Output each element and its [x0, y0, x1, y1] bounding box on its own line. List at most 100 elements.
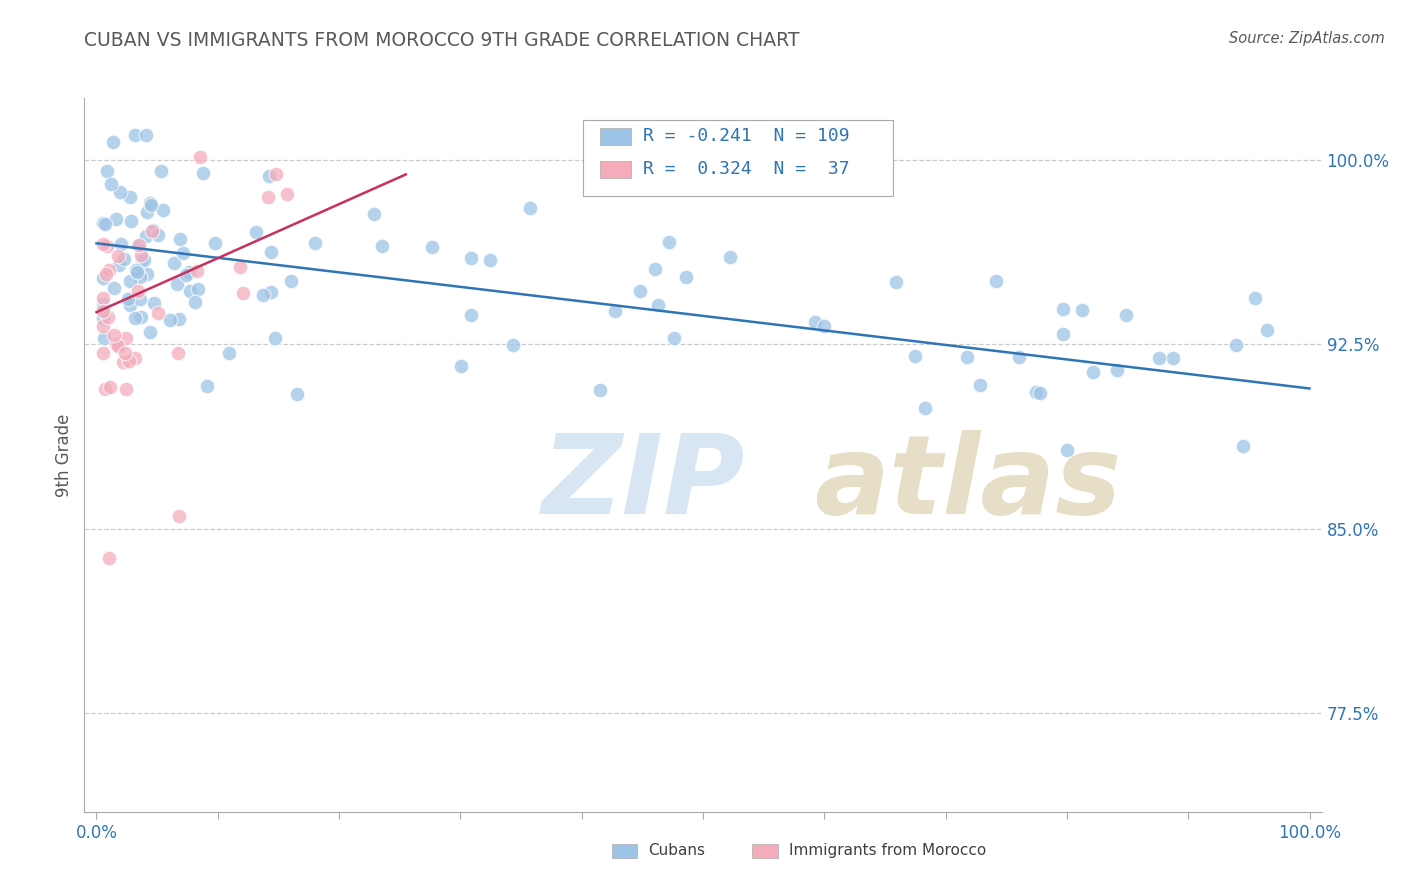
Point — [628, 285, 651, 299]
Point — [675, 270, 697, 285]
Point — [884, 275, 907, 289]
Point — [149, 164, 172, 178]
Text: R =  0.324  N =  37: R = 0.324 N = 37 — [643, 160, 849, 178]
Point — [107, 338, 129, 352]
Point — [111, 355, 134, 369]
Point — [131, 248, 153, 262]
Point — [260, 245, 283, 260]
Point — [107, 249, 129, 263]
Point — [589, 383, 612, 397]
Point — [101, 135, 124, 149]
Point — [605, 304, 627, 318]
Point — [167, 312, 190, 326]
Point — [163, 256, 186, 270]
Point — [1029, 386, 1052, 401]
Text: CUBAN VS IMMIGRANTS FROM MOROCCO 9TH GRADE CORRELATION CHART: CUBAN VS IMMIGRANTS FROM MOROCCO 9TH GRA… — [84, 31, 800, 50]
Text: atlas: atlas — [814, 430, 1122, 537]
Point — [266, 167, 288, 181]
Point — [120, 298, 142, 312]
Point — [195, 379, 218, 393]
Point — [644, 262, 666, 277]
Point — [124, 128, 146, 142]
Point — [904, 350, 927, 364]
Point — [93, 330, 115, 344]
Point — [460, 308, 482, 322]
Point — [104, 212, 127, 227]
Point — [127, 284, 149, 298]
Point — [96, 164, 118, 178]
Point — [129, 310, 152, 324]
Point — [450, 359, 472, 373]
Point — [260, 285, 283, 300]
Point — [96, 238, 118, 252]
Point — [519, 201, 541, 215]
Point — [91, 291, 114, 305]
Point — [91, 346, 114, 360]
Point — [229, 260, 252, 275]
Point — [112, 252, 135, 267]
Point — [124, 311, 146, 326]
Point — [1256, 323, 1278, 337]
Point — [232, 286, 254, 301]
Point — [125, 265, 148, 279]
Point — [1107, 363, 1129, 377]
Point — [142, 222, 165, 236]
Point — [257, 169, 280, 183]
Point — [97, 262, 120, 277]
Point — [285, 387, 308, 401]
Point — [460, 251, 482, 265]
Point — [118, 190, 141, 204]
Point — [914, 401, 936, 415]
Point — [105, 337, 128, 351]
Point — [1008, 351, 1031, 365]
Point — [159, 313, 181, 327]
Point — [139, 198, 162, 212]
Point — [143, 296, 166, 310]
Point — [139, 325, 162, 339]
Point — [1161, 351, 1184, 366]
Point — [172, 246, 194, 260]
Point — [94, 268, 117, 282]
Point — [114, 382, 136, 396]
Point — [204, 235, 226, 250]
Point — [135, 128, 157, 142]
Y-axis label: 9th Grade: 9th Grade — [55, 413, 73, 497]
Point — [167, 509, 190, 524]
Point — [479, 253, 502, 268]
Point — [718, 251, 741, 265]
Point — [91, 311, 114, 326]
Point — [245, 225, 267, 239]
Point — [1232, 439, 1254, 453]
Point — [186, 282, 208, 296]
Point — [186, 264, 208, 278]
Point — [103, 328, 125, 343]
Point — [115, 330, 138, 344]
Text: ZIP: ZIP — [543, 430, 745, 537]
Point — [91, 271, 114, 285]
Point — [118, 354, 141, 368]
Point — [124, 351, 146, 366]
Point — [658, 235, 681, 249]
Point — [108, 186, 131, 200]
Point — [177, 265, 200, 279]
Point — [363, 207, 385, 221]
Point — [141, 224, 163, 238]
Point — [1052, 326, 1074, 341]
Point — [191, 166, 214, 180]
Point — [1052, 301, 1074, 316]
Point — [188, 150, 211, 164]
Point — [986, 274, 1008, 288]
Point — [252, 288, 274, 302]
Point — [127, 238, 149, 252]
Point — [91, 301, 114, 315]
Point — [91, 304, 114, 318]
Point — [110, 237, 132, 252]
Point — [647, 298, 669, 312]
Point — [370, 239, 392, 253]
Text: Cubans: Cubans — [648, 844, 706, 858]
Point — [813, 318, 835, 333]
Text: Source: ZipAtlas.com: Source: ZipAtlas.com — [1229, 31, 1385, 46]
Point — [148, 305, 170, 319]
Point — [117, 292, 139, 306]
Point — [502, 337, 524, 351]
